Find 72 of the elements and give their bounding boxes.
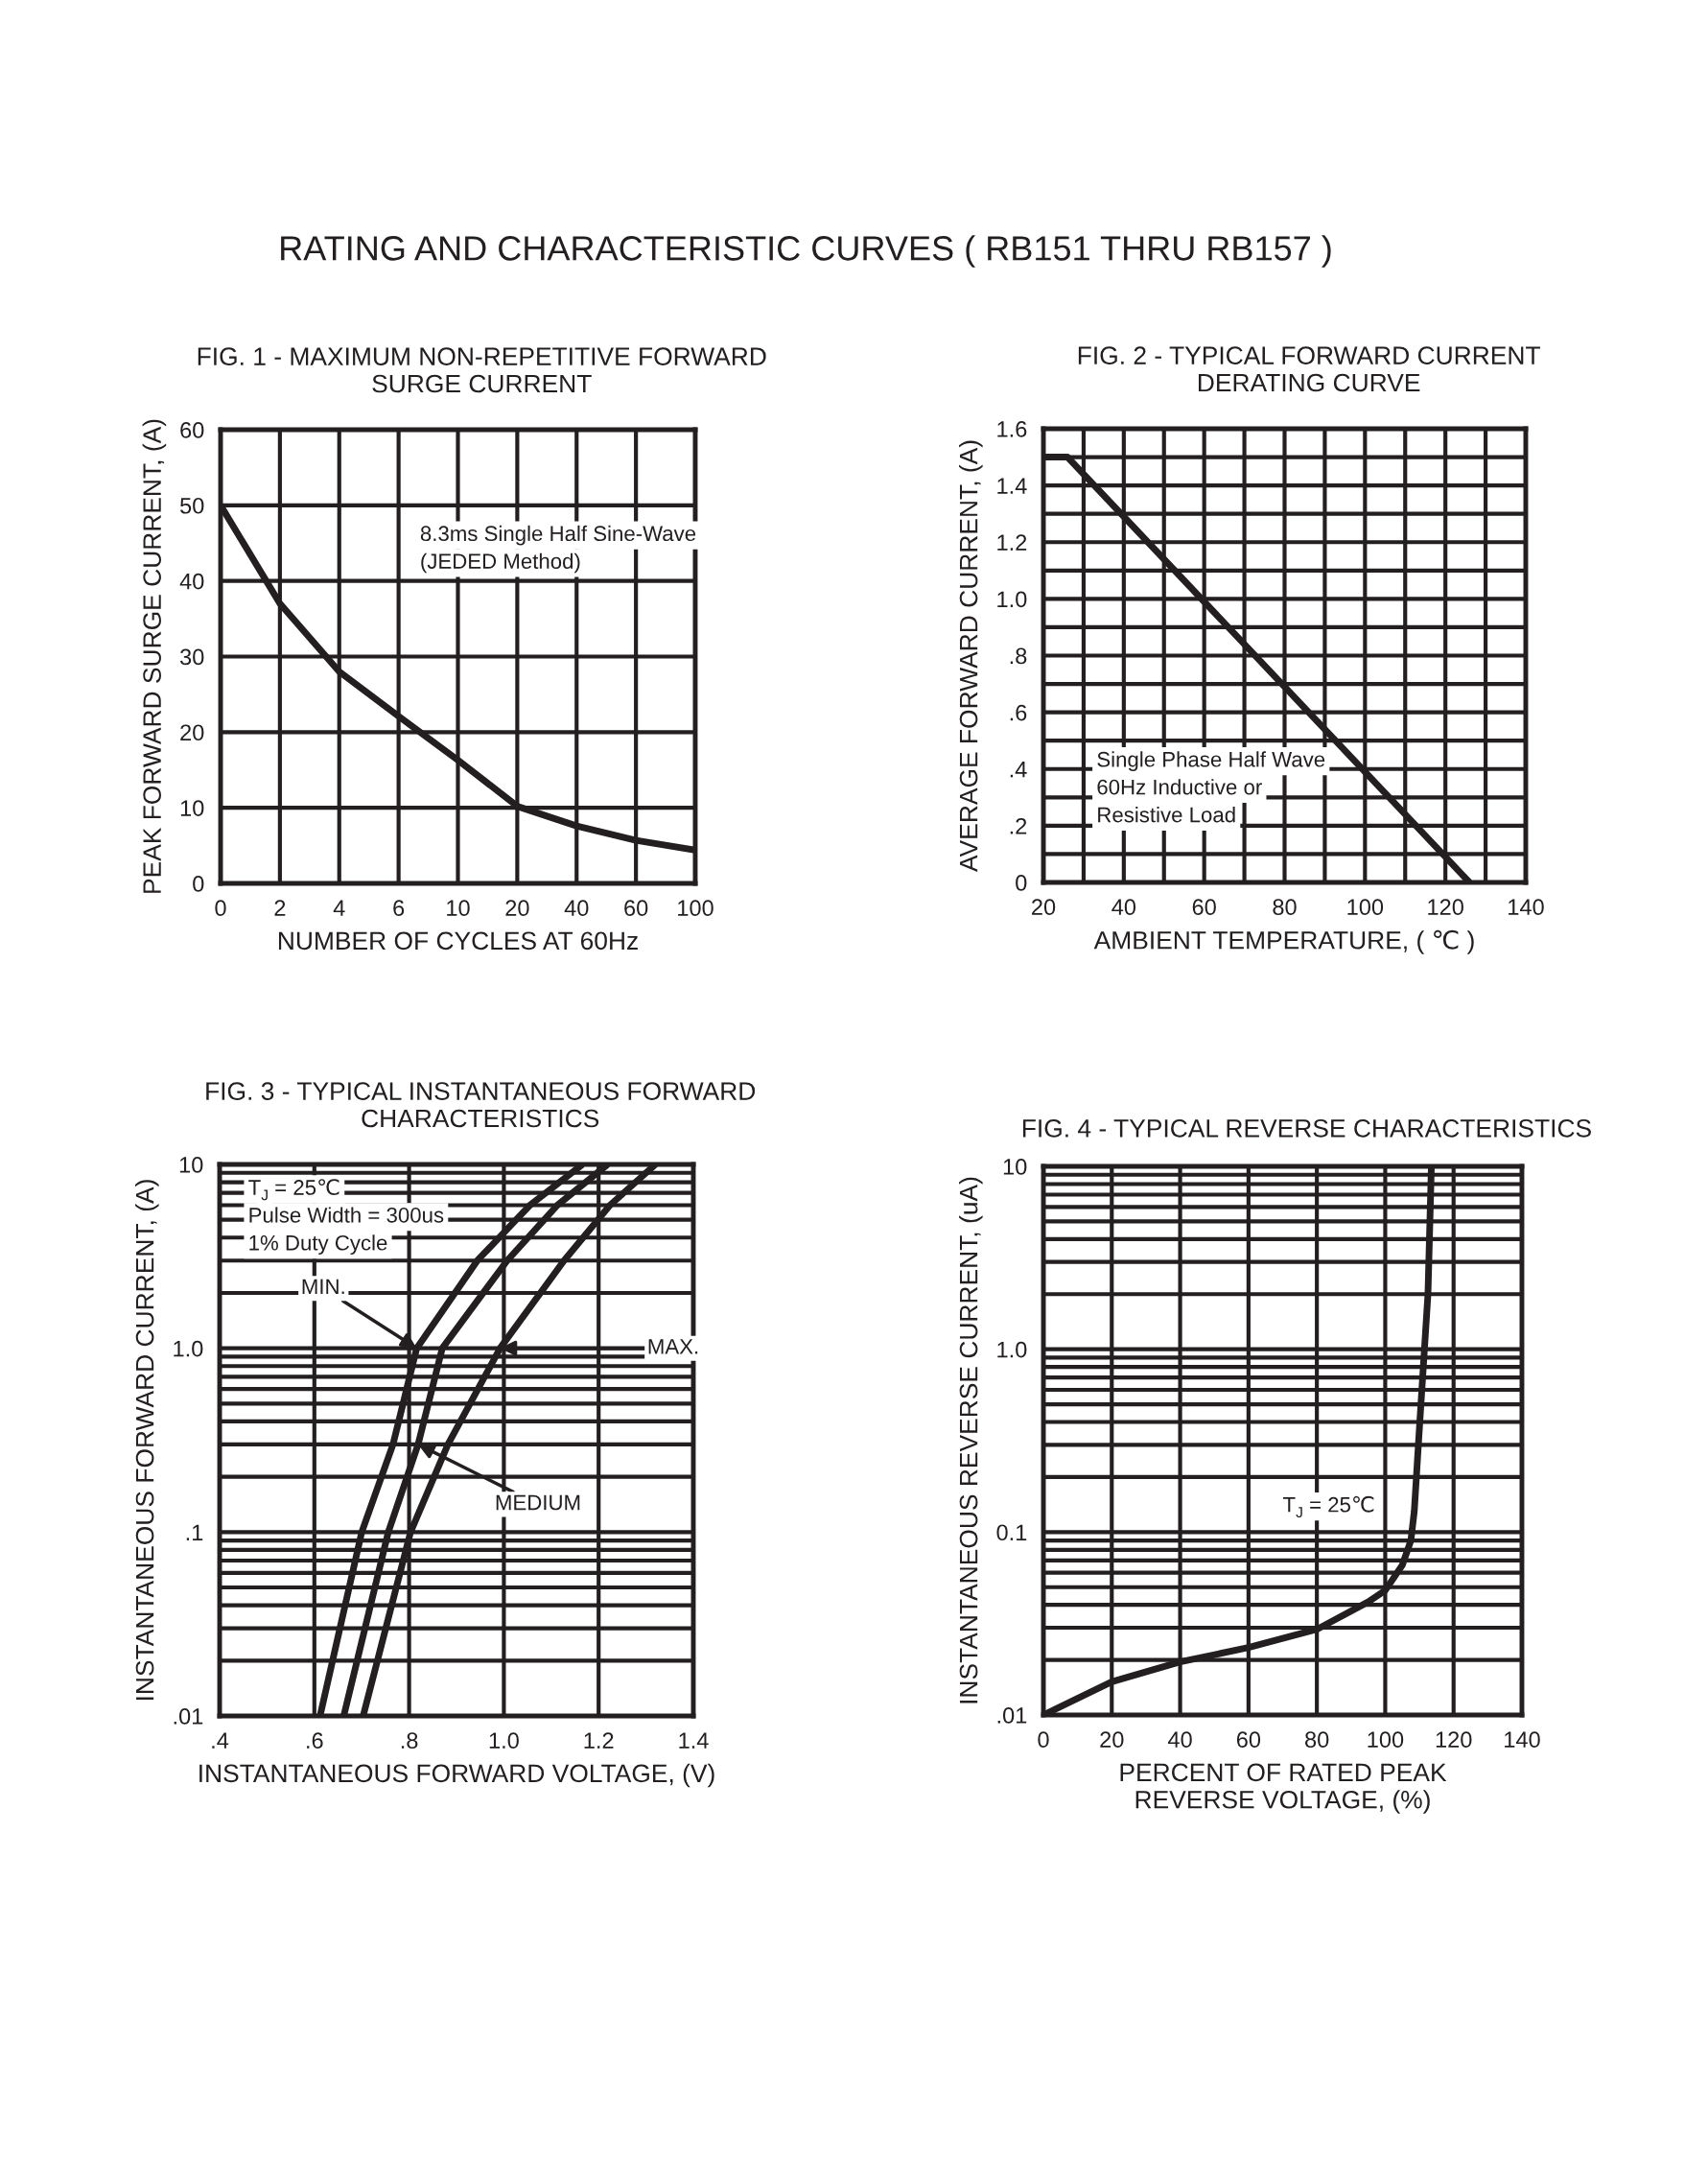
x-tick-label: 120 [1428,899,1463,916]
y-tick-label: 0 [1016,875,1027,891]
y-tick-label: 1.0 [174,1340,203,1357]
x-tick-label: 0 [215,900,226,917]
y-tick-label: 1.0 [997,1341,1027,1358]
x-tick-label: 120 [1436,1731,1472,1749]
x-tick-label: 60 [624,900,648,917]
chart-title: FIG. 2 - TYPICAL FORWARD CURRENT DERATING CURVE [1078,346,1540,392]
y-tick-label: 20 [180,724,204,741]
y-tick-label: 40 [179,573,204,590]
annotation: MEDIUM [496,1494,580,1511]
y-tick-label: 60 [180,422,204,438]
x-tick-label: 6 [393,900,405,917]
x-axis-title: INSTANTANEOUS FORWARD VOLTAGE, (V) [199,1763,714,1788]
x-tick-label: 20 [1032,899,1056,916]
y-tick-label: .1 [186,1524,203,1540]
chart-title: FIG. 4 - TYPICAL REVERSE CHARACTERISTICS [1022,1119,1591,1138]
x-tick-label: 20 [505,900,529,917]
x-tick-label: 40 [1111,899,1136,916]
x-tick-label: 40 [1167,1731,1192,1749]
y-tick-label: .2 [1010,817,1027,834]
annotation: MAX. [648,1339,698,1354]
annotation: 8.3ms Single Half Sine-Wave (JEDED Method) [420,525,696,574]
y-axis-title: PEAK FORWARD SURGE CURRENT, (A) [142,419,167,893]
y-tick-label: 1.4 [997,478,1027,494]
x-tick-label: 60 [1236,1731,1261,1749]
y-tick-label: 1.0 [997,591,1027,608]
y-axis-title: INSTANTANEOUS FORWARD CURRENT, (A) [135,1180,159,1701]
y-tick-label: 10 [180,800,204,816]
y-tick-label: 0 [193,876,204,892]
x-tick-label: 1.2 [584,1732,614,1749]
x-tick-label: 140 [1505,1731,1540,1749]
y-tick-label: 0.1 [996,1524,1027,1541]
x-axis-title: AMBIENT TEMPERATURE, ( ℃ ) [1093,929,1474,954]
x-tick-label: 80 [1305,1731,1329,1749]
y-tick-label: 30 [179,648,204,666]
x-tick-label: 0 [1038,1731,1049,1749]
x-tick-label: .8 [401,1732,418,1750]
annotation: Single Phase Half Wave 60Hz Inductive or Resistive Load [1097,751,1325,823]
x-tick-label: .4 [212,1732,229,1749]
x-tick-label: 4 [333,900,345,916]
x-tick-label: 10 [447,900,470,917]
x-tick-label: 100 [1368,1731,1404,1749]
y-tick-label: 10 [1003,1159,1027,1175]
x-tick-label: 100 [678,900,714,917]
x-tick-label: 60 [1192,899,1216,916]
x-tick-label: 2 [274,900,286,916]
y-tick-label: 1.2 [997,534,1027,551]
y-tick-label: 50 [180,497,204,514]
text: RATING AND CHARACTERISTIC CURVES ( RB151 THRU RB157 ) [281,235,1331,268]
y-axis-title: INSTANTANEOUS REVERSE CURRENT, (uA) [959,1177,983,1703]
y-tick-label: .01 [997,1707,1027,1724]
chart-title: FIG. 1 - MAXIMUM NON-REPETITIVE FORWARD SURGE CURRENT [198,347,766,393]
x-tick-label: 1.4 [679,1732,709,1749]
x-axis-title: NUMBER OF CYCLES AT 60Hz [278,931,638,951]
x-axis-title: PERCENT OF RATED PEAK REVERSE VOLTAGE, (%) [1120,1763,1447,1814]
x-tick-label: 80 [1273,899,1297,916]
y-tick-label: .01 [174,1708,203,1725]
y-tick-label: 1.6 [997,421,1027,437]
x-tick-label: 140 [1509,899,1544,916]
y-tick-label: .4 [1010,762,1027,778]
annotation: MIN. [302,1279,344,1294]
x-tick-label: 1.0 [489,1732,519,1750]
y-axis-title: AVERAGE FORWARD CURRENT, (A) [959,440,983,872]
x-tick-label: 100 [1347,899,1384,916]
x-tick-label: 40 [564,900,589,917]
y-tick-label: .6 [1010,704,1027,721]
x-tick-label: 20 [1100,1731,1124,1749]
x-tick-label: .6 [307,1732,323,1750]
y-tick-label: 10 [179,1157,203,1173]
chart-title: FIG. 3 - TYPICAL INSTANTANEOUS FORWARD CHARACTERISTICS [206,1082,756,1128]
y-tick-label: .8 [1010,647,1027,665]
